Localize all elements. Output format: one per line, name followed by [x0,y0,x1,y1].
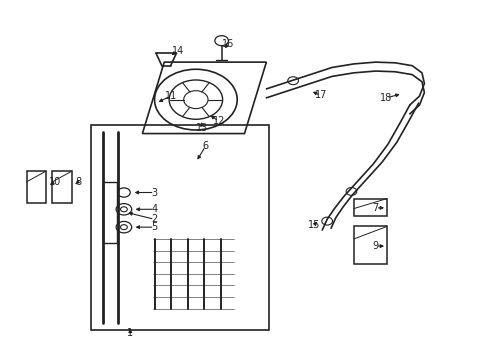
Bar [27,171,46,203]
Text: 8: 8 [75,177,81,187]
Circle shape [120,225,127,230]
Text: 3: 3 [151,188,157,198]
Text: 7: 7 [372,203,378,213]
Text: 4: 4 [151,204,157,214]
Text: 10: 10 [49,177,61,187]
Text: 18: 18 [380,93,392,103]
Bar [353,199,386,216]
Text: 6: 6 [202,141,208,151]
Bar [353,226,386,264]
Text: 12: 12 [212,116,224,126]
Bar [103,182,117,243]
Circle shape [120,207,127,212]
Circle shape [116,203,131,215]
Text: 13: 13 [196,123,208,133]
Circle shape [117,188,130,197]
Bar [91,125,268,330]
Text: 9: 9 [372,241,378,251]
Text: 11: 11 [164,91,176,101]
Text: 16: 16 [222,39,234,49]
Text: 17: 17 [314,90,326,100]
Text: 15: 15 [307,220,320,230]
Bar [52,171,72,203]
Circle shape [116,221,131,233]
Text: 2: 2 [151,214,157,224]
Text: 1: 1 [127,328,133,338]
Text: 14: 14 [171,46,183,56]
Text: 5: 5 [151,222,157,232]
